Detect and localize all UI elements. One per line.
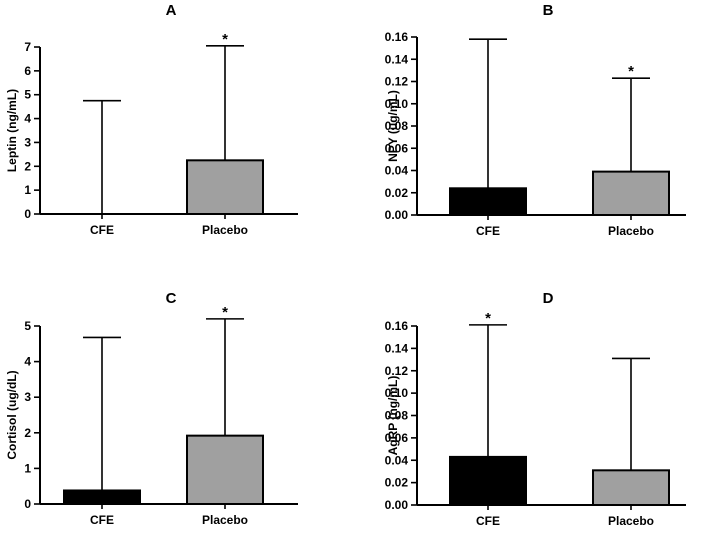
y-tick-label: 0 bbox=[24, 497, 31, 511]
y-tick-label: 0.02 bbox=[385, 186, 409, 200]
y-tick-label: 3 bbox=[24, 135, 31, 149]
panel-b: B NPY (ug/mL) CFE * Placebo 0.00 0.02 0.04 0.06 0… bbox=[385, 2, 686, 238]
panel-d: D AgRP (ng/mL) * CFE Placebo 0.00 0.02 0.04 0.06… bbox=[385, 290, 686, 528]
y-tick-label: 0.10 bbox=[385, 97, 409, 111]
significance-marker: * bbox=[222, 304, 228, 321]
panel-c: C Cortisol (ug/dL) CFE * Placebo 0 1 2 3 4 5 bbox=[5, 290, 298, 527]
y-tick-label: 0.08 bbox=[385, 409, 409, 423]
y-axis-title: AgRP (ng/mL) bbox=[386, 376, 400, 456]
y-tick-label: 0.12 bbox=[385, 364, 409, 378]
significance-marker: * bbox=[485, 310, 491, 327]
y-tick-label: 4 bbox=[24, 112, 31, 126]
y-tick-label: 0.14 bbox=[385, 52, 409, 66]
y-axis-title: Leptin (ng/mL) bbox=[5, 89, 19, 172]
bar-cfe bbox=[63, 489, 141, 505]
x-tick-label: Placebo bbox=[608, 224, 654, 238]
y-tick-label: 0.06 bbox=[385, 431, 409, 445]
y-tick-label: 6 bbox=[24, 64, 31, 78]
bar-placebo bbox=[186, 159, 264, 215]
y-tick-label: 7 bbox=[24, 40, 31, 54]
significance-marker: * bbox=[628, 63, 634, 80]
y-tick-label: 0.06 bbox=[385, 141, 409, 155]
y-tick-label: 2 bbox=[24, 426, 31, 440]
y-tick-label: 0.14 bbox=[385, 341, 409, 355]
y-tick-label: 0.08 bbox=[385, 119, 409, 133]
y-tick-label: 0.04 bbox=[385, 453, 409, 467]
x-tick-label: CFE bbox=[90, 223, 114, 237]
y-tick-label: 0.12 bbox=[385, 75, 409, 89]
y-tick-label: 5 bbox=[24, 88, 31, 102]
y-tick-label: 0 bbox=[24, 207, 31, 221]
y-tick-label: 0.10 bbox=[385, 386, 409, 400]
y-tick-label: 0.00 bbox=[385, 208, 409, 222]
bar-placebo bbox=[592, 170, 670, 217]
x-tick-label: CFE bbox=[90, 513, 114, 527]
y-tick-label: 5 bbox=[24, 319, 31, 333]
panel-title: D bbox=[543, 290, 554, 307]
x-tick-label: CFE bbox=[476, 514, 500, 528]
bar-cfe bbox=[449, 187, 527, 217]
panel-a: A Leptin (ng/mL) CFE * Placebo 0 1 2 3 4 5 6 7 bbox=[5, 2, 298, 237]
y-tick-label: 0.00 bbox=[385, 498, 409, 512]
x-tick-label: Placebo bbox=[608, 514, 654, 528]
y-axis-title: Cortisol (ug/dL) bbox=[5, 370, 19, 459]
bar-placebo bbox=[592, 469, 670, 507]
panel-title: C bbox=[166, 290, 177, 307]
y-tick-label: 1 bbox=[24, 183, 31, 197]
y-tick-label: 0.04 bbox=[385, 164, 409, 178]
panel-title: A bbox=[166, 2, 177, 19]
y-tick-label: 1 bbox=[24, 461, 31, 475]
y-tick-label: 3 bbox=[24, 390, 31, 404]
x-tick-label: Placebo bbox=[202, 223, 248, 237]
x-tick-label: CFE bbox=[476, 224, 500, 238]
y-tick-label: 0.16 bbox=[385, 30, 409, 44]
y-tick-label: 0.02 bbox=[385, 476, 409, 490]
bar-cfe bbox=[449, 455, 527, 506]
bar-placebo bbox=[186, 434, 264, 506]
y-axis-title: NPY (ug/mL) bbox=[386, 90, 400, 162]
panel-title: B bbox=[543, 2, 554, 19]
y-tick-label: 0.16 bbox=[385, 319, 409, 333]
y-tick-label: 4 bbox=[24, 355, 31, 369]
y-tick-label: 2 bbox=[24, 159, 31, 173]
significance-marker: * bbox=[222, 31, 228, 48]
x-tick-label: Placebo bbox=[202, 513, 248, 527]
